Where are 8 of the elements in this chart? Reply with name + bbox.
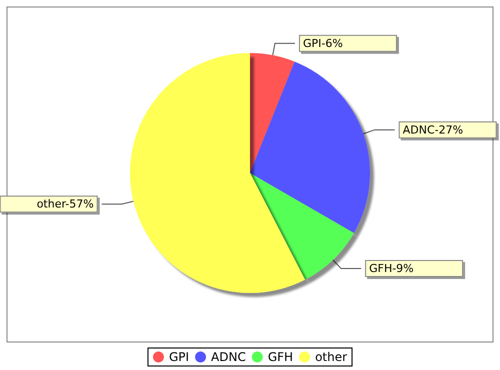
legend-label: GFH [268,350,294,364]
data-label: ADNC-27% [402,123,464,136]
data-label: GFH-9% [369,262,414,276]
data-label: GPI-6% [302,36,343,50]
legend-label: ADNC [211,350,246,364]
legend-label: other [315,350,348,364]
data-label: other-57% [36,198,94,211]
legend-label: GPI [168,350,190,364]
